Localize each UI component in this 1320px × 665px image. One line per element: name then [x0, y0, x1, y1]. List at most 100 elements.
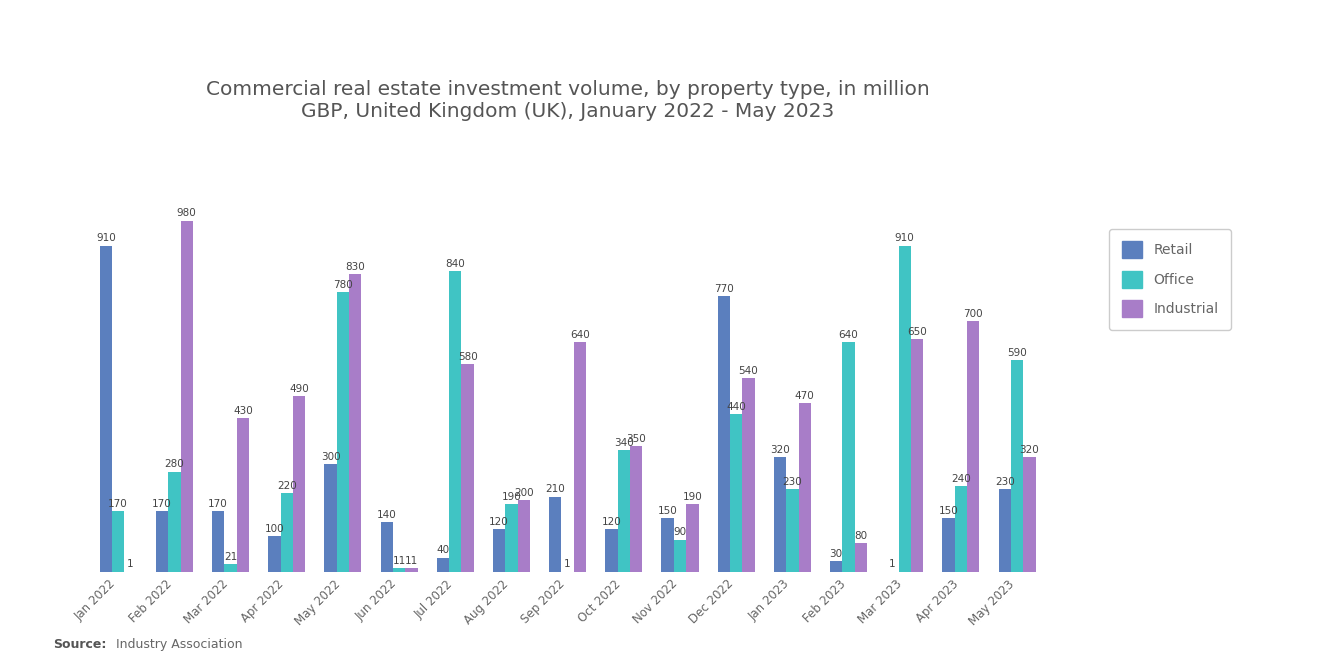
Bar	[574, 342, 586, 572]
Text: 770: 770	[714, 284, 734, 294]
Text: 470: 470	[795, 391, 814, 401]
Bar	[899, 245, 911, 572]
Text: 300: 300	[321, 452, 341, 462]
Text: 640: 640	[570, 331, 590, 340]
Text: 120: 120	[602, 517, 622, 527]
Bar	[630, 446, 643, 572]
Text: Commercial real estate investment volume, by property type, in million
GBP, Unit: Commercial real estate investment volume…	[206, 80, 929, 121]
Bar	[506, 504, 517, 572]
Text: 240: 240	[950, 473, 970, 483]
Bar	[730, 414, 742, 572]
Text: 230: 230	[783, 477, 803, 487]
Text: 830: 830	[346, 262, 366, 272]
Text: 430: 430	[234, 406, 252, 416]
Bar	[517, 500, 529, 572]
Bar	[618, 450, 630, 572]
Bar	[437, 557, 449, 572]
Bar	[911, 339, 923, 572]
Bar	[281, 493, 293, 572]
Bar	[742, 378, 755, 572]
Text: 170: 170	[209, 499, 228, 509]
Text: 190: 190	[502, 491, 521, 501]
Text: 100: 100	[264, 524, 284, 534]
Bar	[842, 342, 854, 572]
Text: 700: 700	[964, 309, 983, 319]
Text: 11: 11	[392, 556, 405, 566]
Bar	[337, 292, 348, 572]
Text: Industry Association: Industry Association	[112, 638, 243, 652]
Text: 440: 440	[726, 402, 746, 412]
Text: 200: 200	[513, 488, 533, 498]
Bar	[293, 396, 305, 572]
Bar	[854, 543, 867, 572]
Text: 540: 540	[739, 366, 759, 376]
Bar	[718, 296, 730, 572]
Text: 650: 650	[907, 327, 927, 336]
Text: 170: 170	[152, 499, 172, 509]
Text: 320: 320	[770, 445, 789, 455]
Text: 320: 320	[1019, 445, 1039, 455]
Text: 11: 11	[405, 556, 418, 566]
Text: 980: 980	[177, 208, 197, 218]
Text: 910: 910	[895, 233, 915, 243]
Text: 910: 910	[96, 233, 116, 243]
Text: 150: 150	[939, 506, 958, 516]
Text: 21: 21	[224, 552, 238, 562]
Text: 40: 40	[437, 545, 449, 555]
Text: 1: 1	[890, 559, 896, 569]
Bar	[168, 471, 181, 572]
Bar	[405, 568, 417, 572]
Bar	[348, 275, 362, 572]
Text: 340: 340	[614, 438, 634, 448]
Text: 780: 780	[333, 280, 352, 290]
Text: 190: 190	[682, 491, 702, 501]
Text: 150: 150	[657, 506, 677, 516]
Text: 490: 490	[289, 384, 309, 394]
Bar	[156, 511, 168, 572]
Bar	[393, 568, 405, 572]
Bar	[968, 321, 979, 572]
Text: 840: 840	[445, 259, 465, 269]
Text: 30: 30	[829, 549, 842, 559]
Text: 580: 580	[458, 352, 478, 362]
Legend: Retail, Office, Industrial: Retail, Office, Industrial	[1109, 229, 1232, 330]
Bar	[181, 221, 193, 572]
Text: 170: 170	[108, 499, 128, 509]
Text: 80: 80	[854, 531, 867, 541]
Bar	[449, 271, 462, 572]
Bar	[661, 518, 673, 572]
Bar	[1023, 457, 1036, 572]
Bar	[112, 511, 124, 572]
Text: 90: 90	[673, 527, 686, 537]
Text: 350: 350	[626, 434, 645, 444]
Bar	[1011, 360, 1023, 572]
Bar	[325, 464, 337, 572]
Text: Source:: Source:	[53, 638, 106, 652]
Bar	[774, 457, 787, 572]
Bar	[224, 565, 236, 572]
Bar	[213, 511, 224, 572]
Bar	[380, 522, 393, 572]
Bar	[954, 486, 968, 572]
Bar	[606, 529, 618, 572]
Bar	[549, 497, 561, 572]
Text: 1: 1	[564, 559, 572, 569]
Bar	[799, 404, 810, 572]
Text: 230: 230	[995, 477, 1015, 487]
Bar	[99, 245, 112, 572]
Text: 280: 280	[165, 460, 185, 469]
Bar	[462, 364, 474, 572]
Text: 140: 140	[376, 509, 396, 519]
Text: 1: 1	[127, 559, 133, 569]
Bar	[673, 539, 686, 572]
Bar	[492, 529, 506, 572]
Bar	[998, 489, 1011, 572]
Bar	[787, 489, 799, 572]
Bar	[942, 518, 954, 572]
Text: 640: 640	[838, 331, 858, 340]
Bar	[268, 536, 281, 572]
Bar	[236, 418, 249, 572]
Text: 210: 210	[545, 485, 565, 495]
Text: 220: 220	[277, 481, 297, 491]
Text: 120: 120	[490, 517, 510, 527]
